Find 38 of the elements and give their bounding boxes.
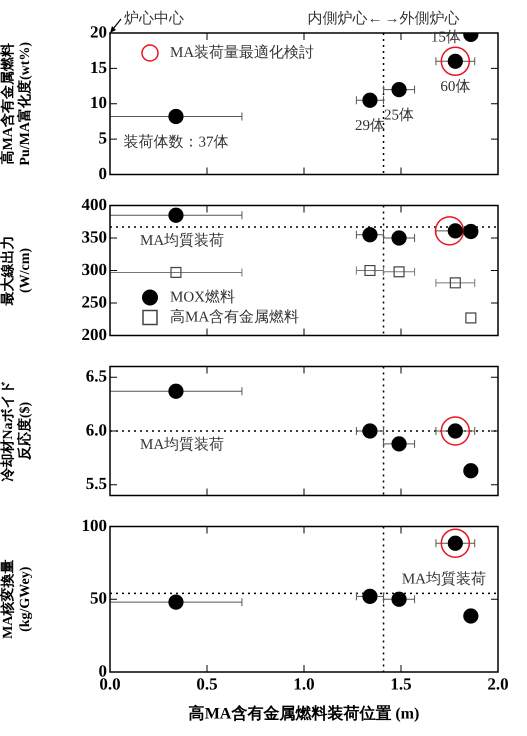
- annotation: 25体: [384, 106, 414, 124]
- y-tick-label: 15: [90, 58, 107, 77]
- y-tick-label: 5: [98, 128, 107, 148]
- x-tick-label: 1.5: [390, 674, 412, 694]
- x-tick-label: 1.0: [293, 674, 315, 694]
- ref-line-label: MA均質装荷: [140, 232, 224, 249]
- y-tick-label: 6.5: [86, 366, 107, 386]
- ref-line-label: MA均質装荷: [402, 570, 486, 588]
- text: 炉心中心: [124, 10, 184, 27]
- annotation: 装荷体数：37体: [123, 133, 228, 150]
- y-axis-title: 高MA含有金属燃料 Pu/MA富化度(wt%): [0, 42, 33, 166]
- y-tick-label: 20: [90, 22, 107, 42]
- y-axis-title: 冷却材Naボイド反応度($): [0, 380, 33, 482]
- legend-label: 高MA含有金属燃料: [170, 308, 300, 326]
- text: 内側炉心←: [308, 10, 383, 27]
- legend-label: MOX燃料: [170, 288, 236, 306]
- y-tick-label: 350: [82, 227, 107, 246]
- ref-line-label: MA均質装荷: [140, 436, 224, 453]
- x-tick-label: 0.5: [196, 674, 218, 694]
- y-axis-title: 最大線出力 (W/cm): [0, 236, 33, 306]
- y-tick-label: 300: [82, 260, 107, 279]
- legend-label: MA装荷量最適化検討: [170, 44, 314, 61]
- annotation: 15体: [430, 28, 461, 46]
- x-tick-label: 2.0: [487, 674, 509, 694]
- y-tick-label: 0: [98, 164, 107, 183]
- y-tick-label: 5.5: [86, 474, 107, 494]
- y-tick-label: 10: [90, 93, 107, 112]
- annotation: 29体: [354, 117, 385, 134]
- annotation: 60体: [440, 78, 470, 96]
- y-axis-title: MA核変換量 (kg/GWey): [0, 560, 33, 639]
- x-axis-title: 高MA含有金属燃料装荷位置 (m): [188, 704, 420, 723]
- y-tick-label: 50: [90, 588, 107, 608]
- y-tick-label: 200: [82, 324, 107, 344]
- y-tick-label: 400: [82, 194, 107, 214]
- y-tick-label: 250: [82, 292, 107, 312]
- y-tick-label: 100: [82, 516, 107, 535]
- y-tick-label: 6.0: [86, 420, 107, 440]
- text: →外側炉心: [384, 10, 460, 27]
